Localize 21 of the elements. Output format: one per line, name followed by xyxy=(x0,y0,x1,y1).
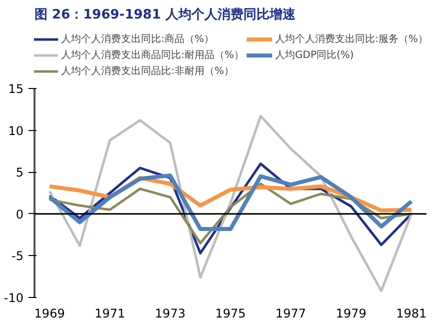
x-tick-label: 1979 xyxy=(336,306,366,320)
legend-label: 人均个人消费支出同比:商品（%） xyxy=(61,32,214,46)
x-tick-label: 1971 xyxy=(94,306,126,320)
legend-label: 人均个人消费支出同品比:非耐用（%） xyxy=(61,64,234,78)
y-tick-label: -10 xyxy=(4,291,24,305)
y-tick-label: 0 xyxy=(16,207,24,222)
x-tick-label: 1969 xyxy=(34,306,65,320)
legend-label: 人均个人消费支出商品同比:耐用品（%） xyxy=(61,48,244,62)
y-tick-label: 15 xyxy=(8,82,24,96)
line-series xyxy=(48,173,414,231)
x-tick-label: 1977 xyxy=(276,306,306,320)
chart-title: 图 26：1969-1981 人均个人消费同比增速 xyxy=(34,8,296,22)
legend-label: 人均个人消费支出同比:服务（%） xyxy=(275,32,427,46)
legend-label: 人均GDP同比(%) xyxy=(275,48,354,62)
x-tick-label: 1975 xyxy=(215,306,246,320)
y-tick-label: 5 xyxy=(16,166,24,180)
line-series xyxy=(48,114,413,292)
x-tick-label: 1973 xyxy=(154,306,186,320)
x-tick-label: 1981 xyxy=(396,306,427,320)
y-tick-label: -5 xyxy=(12,249,24,264)
y-tick-label: 10 xyxy=(8,124,24,138)
